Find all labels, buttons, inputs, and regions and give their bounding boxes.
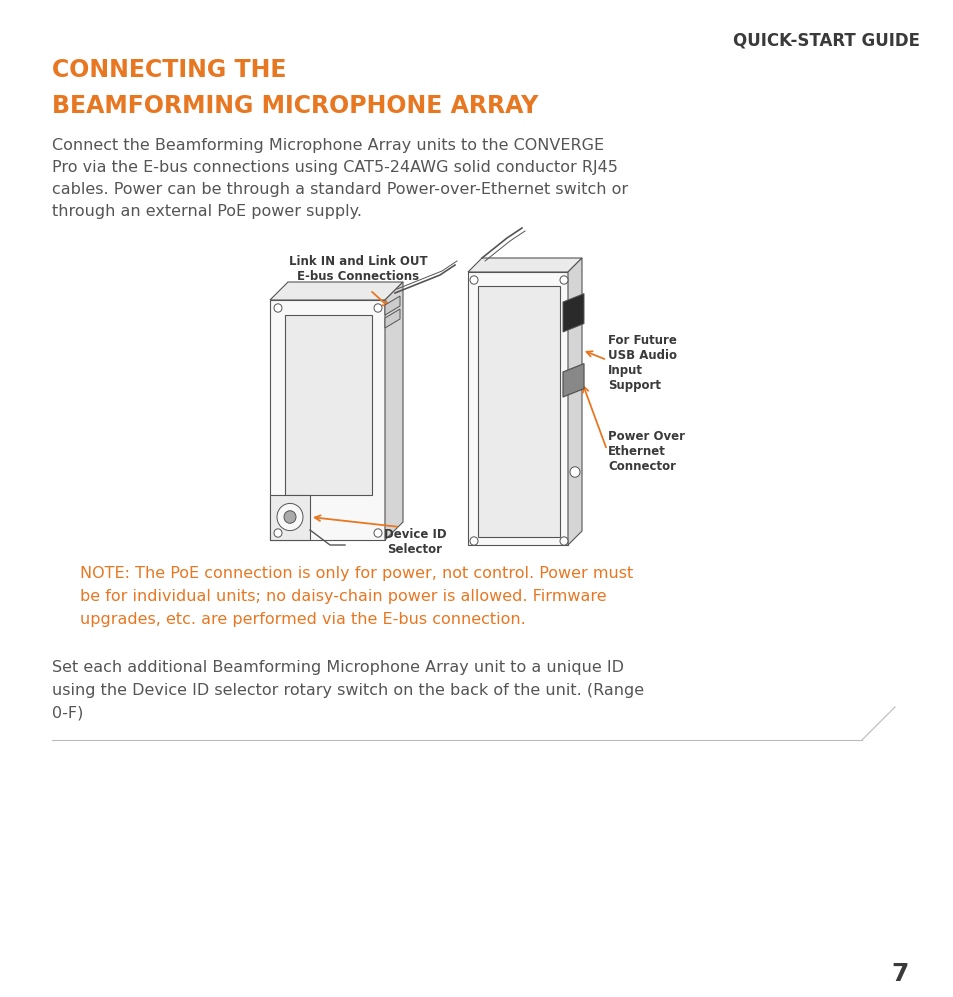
Text: USB Audio: USB Audio	[607, 349, 677, 362]
Polygon shape	[562, 293, 583, 332]
Circle shape	[559, 536, 567, 545]
Text: Input: Input	[607, 364, 642, 377]
Polygon shape	[468, 258, 581, 272]
Text: Ethernet: Ethernet	[607, 445, 665, 458]
Circle shape	[470, 276, 477, 284]
Circle shape	[374, 304, 381, 312]
Text: Power Over: Power Over	[607, 430, 684, 443]
Circle shape	[374, 528, 381, 537]
Circle shape	[276, 503, 303, 530]
Text: NOTE: The PoE connection is only for power, not control. Power must: NOTE: The PoE connection is only for pow…	[80, 566, 633, 581]
Circle shape	[470, 536, 477, 545]
Text: Selector: Selector	[387, 543, 442, 556]
Text: For Future: For Future	[607, 334, 677, 347]
Text: Connect the Beamforming Microphone Array units to the CONVERGE: Connect the Beamforming Microphone Array…	[52, 138, 603, 153]
Text: QUICK-START GUIDE: QUICK-START GUIDE	[732, 32, 919, 50]
Polygon shape	[385, 296, 399, 315]
Text: cables. Power can be through a standard Power-over-Ethernet switch or: cables. Power can be through a standard …	[52, 182, 627, 197]
Polygon shape	[477, 286, 559, 537]
Polygon shape	[468, 272, 567, 545]
Text: Connector: Connector	[607, 460, 676, 473]
Text: Pro via the E-bus connections using CAT5-24AWG solid conductor RJ45: Pro via the E-bus connections using CAT5…	[52, 160, 618, 175]
Text: Support: Support	[607, 379, 660, 392]
Polygon shape	[270, 495, 310, 540]
Text: BEAMFORMING MICROPHONE ARRAY: BEAMFORMING MICROPHONE ARRAY	[52, 94, 537, 118]
Circle shape	[559, 276, 567, 284]
Circle shape	[274, 304, 282, 312]
Polygon shape	[270, 300, 385, 540]
Circle shape	[274, 528, 282, 537]
Text: be for individual units; no daisy-chain power is allowed. Firmware: be for individual units; no daisy-chain …	[80, 589, 606, 604]
Circle shape	[284, 510, 295, 523]
Text: E-bus Connections: E-bus Connections	[296, 270, 418, 283]
Text: using the Device ID selector rotary switch on the back of the unit. (Range: using the Device ID selector rotary swit…	[52, 683, 643, 698]
Text: Set each additional Beamforming Microphone Array unit to a unique ID: Set each additional Beamforming Micropho…	[52, 660, 623, 675]
Polygon shape	[567, 258, 581, 545]
Text: through an external PoE power supply.: through an external PoE power supply.	[52, 204, 361, 219]
Polygon shape	[385, 282, 402, 540]
Polygon shape	[385, 309, 399, 328]
Text: 0-F): 0-F)	[52, 706, 83, 721]
Text: CONNECTING THE: CONNECTING THE	[52, 58, 286, 82]
Polygon shape	[270, 282, 402, 300]
Text: upgrades, etc. are performed via the E-bus connection.: upgrades, etc. are performed via the E-b…	[80, 612, 525, 627]
Text: Device ID: Device ID	[383, 528, 446, 541]
Circle shape	[569, 467, 579, 478]
Text: Link IN and Link OUT: Link IN and Link OUT	[289, 255, 427, 268]
Polygon shape	[562, 364, 583, 397]
Text: 7: 7	[890, 962, 908, 986]
Polygon shape	[285, 315, 372, 495]
